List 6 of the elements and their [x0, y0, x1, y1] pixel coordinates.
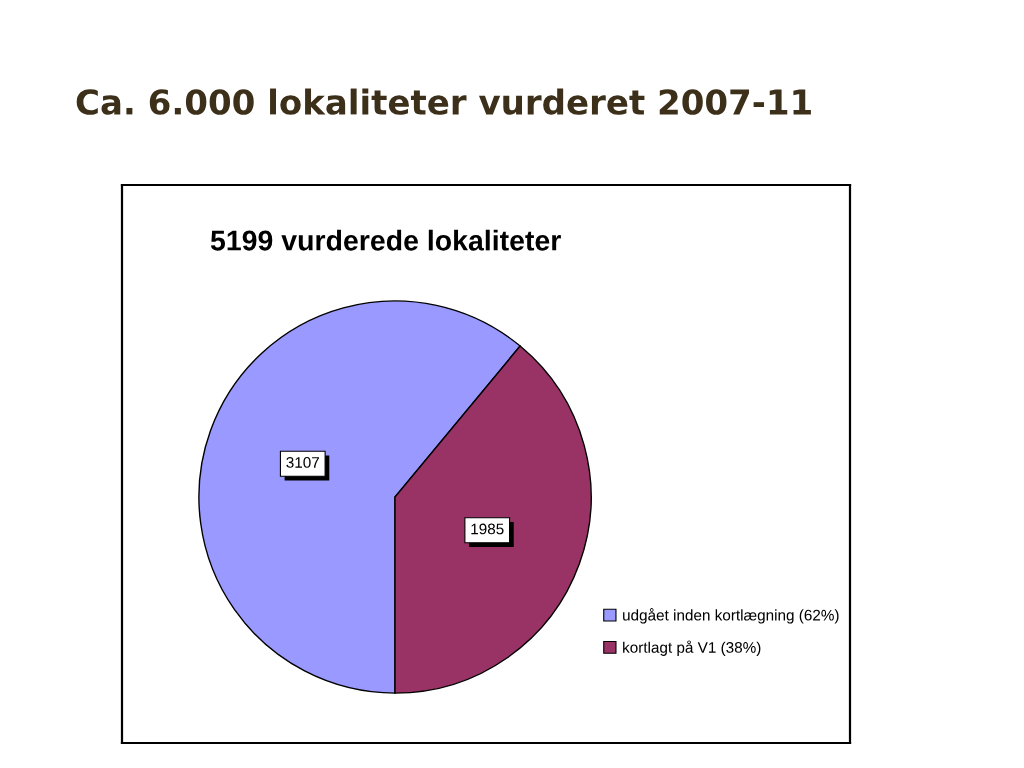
- data-label: 1985: [471, 523, 504, 535]
- data-label: 3107: [286, 457, 319, 468]
- legend-label: udgået inden kortlægning (62%): [623, 608, 839, 624]
- chart-subtitle: 5199 vurderede lokaliteter: [210, 229, 561, 251]
- chart-title: Ca. 6.000 lokaliteter vurderet 2007-11: [76, 88, 811, 115]
- legend-label: kortlagt på V1 (38%): [623, 640, 761, 656]
